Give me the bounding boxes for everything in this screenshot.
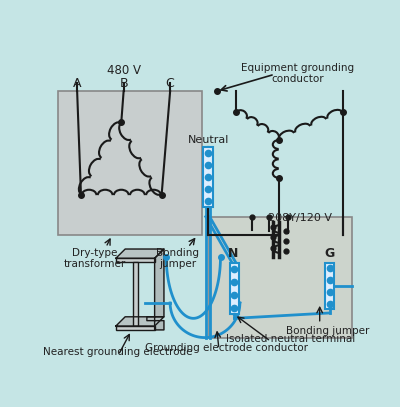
Bar	[325, 263, 334, 309]
Text: B: B	[119, 77, 128, 90]
Text: 208Y/120 V: 208Y/120 V	[268, 213, 332, 223]
Text: C: C	[166, 77, 174, 90]
Text: G: G	[325, 247, 335, 260]
Bar	[209, 217, 352, 337]
Text: Equipment grounding
conductor: Equipment grounding conductor	[242, 63, 354, 84]
Bar	[204, 147, 213, 207]
Text: Bonding
jumper: Bonding jumper	[156, 247, 199, 269]
Polygon shape	[116, 249, 164, 258]
Bar	[58, 91, 202, 235]
Text: Dry-type
transformer: Dry-type transformer	[64, 247, 126, 269]
Bar	[230, 263, 239, 315]
Text: N: N	[228, 247, 238, 260]
Bar	[116, 258, 155, 262]
Text: Neutral: Neutral	[188, 135, 229, 145]
Text: Isolated neutral terminal: Isolated neutral terminal	[226, 334, 355, 344]
Polygon shape	[116, 317, 164, 326]
Text: 480 V: 480 V	[107, 64, 141, 77]
Text: Nearest grounding electrode: Nearest grounding electrode	[44, 347, 193, 357]
Bar	[133, 262, 138, 326]
Text: Grounding electrode conductor: Grounding electrode conductor	[145, 343, 308, 353]
Text: Bonding jumper: Bonding jumper	[286, 326, 369, 336]
Text: A: A	[73, 77, 81, 90]
Bar	[116, 326, 155, 330]
Polygon shape	[147, 249, 164, 330]
